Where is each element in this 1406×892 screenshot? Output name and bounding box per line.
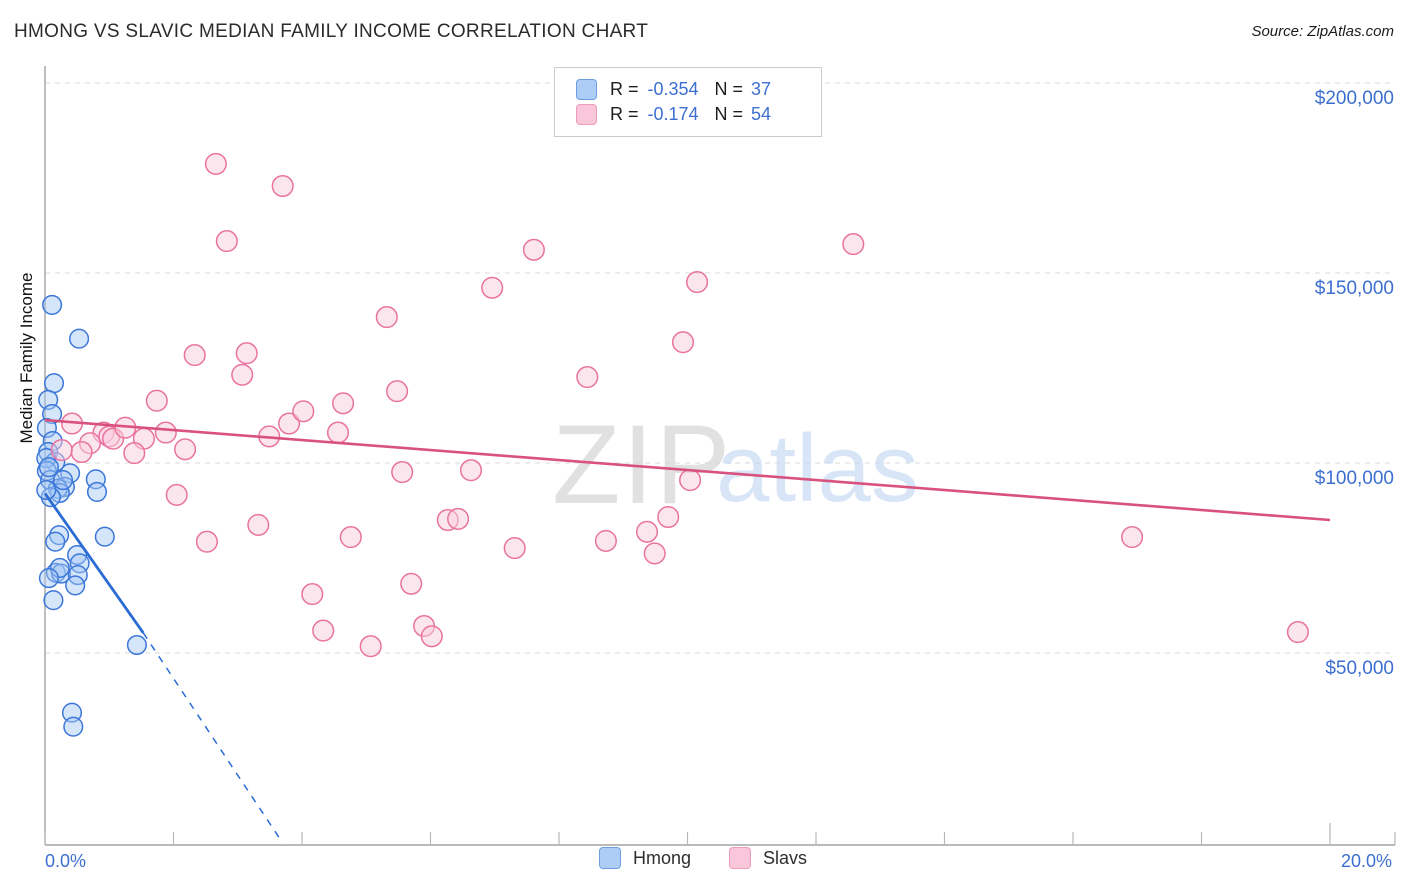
slavs-point (195, 530, 218, 553)
n-value-slavs: 54 (751, 104, 772, 124)
y-tick-label: $100,000 (1315, 468, 1394, 489)
slavs-point (503, 537, 526, 560)
r-value-slavs: -0.174 (647, 104, 699, 124)
hmong-point (126, 634, 147, 656)
hmong-point (63, 716, 84, 737)
hmong-point (36, 417, 57, 439)
r-label: R = (610, 79, 639, 99)
correlation-legend: R = -0.354 N = 37 R = -0.174 N = 54 (554, 67, 822, 137)
hmong-point (38, 568, 59, 589)
slavs-point (1286, 621, 1309, 644)
slavs-legend-label: Slavs (763, 847, 808, 868)
slavs-point (481, 276, 504, 299)
slavs-swatch (576, 104, 597, 125)
hmong-point (43, 373, 65, 394)
legend-row-slavs: R = -0.174 N = 54 (576, 102, 821, 127)
slavs-point (301, 583, 324, 606)
series-legend: Hmong Slavs (598, 847, 807, 869)
slavs-point (671, 331, 695, 354)
slavs-point (312, 619, 335, 642)
slavs-point (522, 238, 545, 261)
hmong-point (52, 470, 74, 491)
hmong-swatch (598, 847, 621, 869)
slavs-trend-line (44, 418, 1331, 522)
slavs-point (70, 440, 93, 464)
slavs-point (842, 233, 865, 256)
slavs-point (326, 421, 350, 444)
slavs-point (359, 635, 382, 658)
hmong-point (42, 294, 63, 315)
slavs-point (292, 400, 315, 423)
hmong-point (38, 457, 59, 478)
slavs-point (332, 392, 355, 415)
slavs-swatch (729, 847, 752, 869)
slavs-point (235, 342, 258, 365)
slavs-point (145, 389, 168, 412)
slavs-point (386, 380, 409, 403)
n-value-hmong: 37 (751, 79, 772, 99)
slavs-point (1121, 526, 1144, 549)
hmong-legend-label: Hmong (632, 847, 692, 868)
slavs-point (271, 174, 294, 198)
slavs-point (679, 469, 702, 492)
slavs-point (278, 412, 301, 435)
legend-item-slavs: Slavs (729, 847, 807, 869)
slavs-point (576, 366, 599, 389)
hmong-point (45, 531, 66, 552)
x-axis-max-label: 20.0% (1340, 851, 1392, 871)
hmong-point (86, 481, 108, 502)
hmong-point (49, 557, 70, 578)
hmong-point (69, 328, 90, 349)
source-credit: Source: ZipAtlas.com (1251, 23, 1394, 40)
slavs-point (183, 344, 206, 367)
hmong-trend-extrapolation (142, 632, 284, 844)
slavs-point (165, 483, 188, 506)
slavs-point (686, 271, 709, 294)
hmong-point (94, 526, 115, 547)
slavs-point (594, 529, 617, 552)
page-title: HMONG VS SLAVIC MEDIAN FAMILY INCOME COR… (14, 21, 649, 42)
y-tick-label: $150,000 (1315, 278, 1394, 299)
slavs-point (635, 520, 659, 543)
slavs-point (391, 461, 414, 484)
slavs-point (459, 459, 483, 482)
n-label: N = (714, 79, 744, 99)
watermark-atlas: atlas (716, 415, 919, 522)
slavs-point (50, 439, 73, 462)
slavs-point (420, 625, 443, 648)
hmong-trend-line (43, 492, 145, 634)
hmong-point (43, 590, 64, 611)
slavs-point (174, 438, 197, 461)
x-axis-min-label: 0.0% (45, 851, 87, 871)
y-tick-label: $200,000 (1315, 88, 1394, 109)
slavs-point (215, 230, 238, 253)
slavs-point (247, 513, 270, 536)
slavs-point (400, 572, 423, 595)
legend-row-hmong: R = -0.354 N = 37 (576, 77, 821, 102)
legend-item-hmong: Hmong (598, 847, 692, 869)
r-value-hmong: -0.354 (647, 79, 699, 99)
hmong-point (65, 575, 86, 596)
slavs-point (231, 363, 254, 386)
watermark-zip: ZIP (552, 402, 732, 527)
slavs-point (123, 442, 146, 465)
slavs-point (154, 421, 177, 444)
slavs-point (657, 505, 680, 529)
slavs-point (204, 152, 227, 175)
slavs-point (643, 542, 666, 565)
slavs-point (375, 306, 398, 329)
hmong-swatch (576, 79, 597, 100)
slavs-point (447, 507, 470, 530)
hmong-point (36, 479, 57, 501)
y-tick-label: $50,000 (1325, 658, 1394, 679)
n-label: N = (714, 104, 744, 124)
r-label: R = (610, 104, 639, 124)
slavs-point (339, 526, 362, 549)
